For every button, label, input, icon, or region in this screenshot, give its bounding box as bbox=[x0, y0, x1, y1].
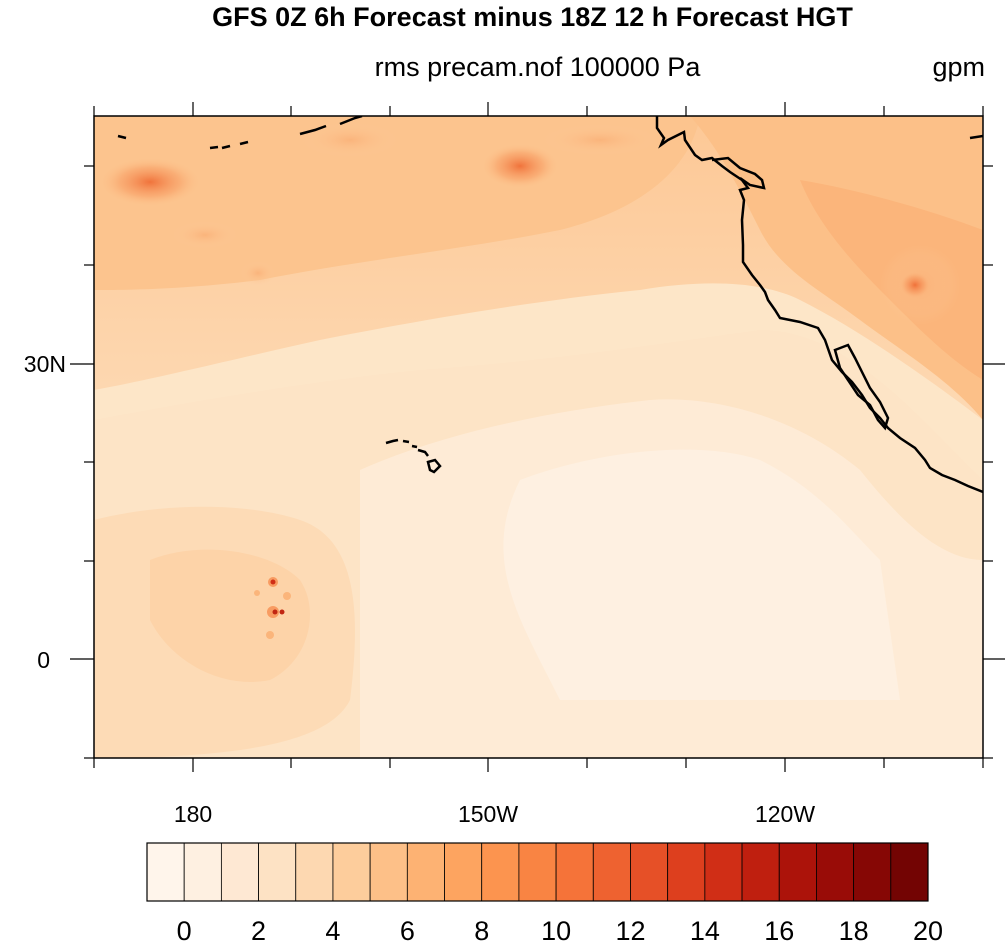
colorbar-swatch bbox=[369, 842, 408, 902]
colorbar-swatch bbox=[741, 842, 780, 902]
lon-label-150w: 150W bbox=[458, 801, 518, 827]
colorbar-swatch bbox=[183, 842, 222, 902]
tick-marks bbox=[70, 102, 1005, 772]
colorbar-swatch bbox=[146, 842, 185, 902]
colorbar-swatch bbox=[518, 842, 557, 902]
colorbar-swatch bbox=[630, 842, 669, 902]
colorbar-label: 10 bbox=[541, 916, 571, 944]
colorbar-swatch bbox=[295, 842, 334, 902]
colorbar-label: 2 bbox=[251, 916, 266, 944]
colorbar-swatch bbox=[890, 842, 929, 902]
colorbar-label: 6 bbox=[400, 916, 415, 944]
colorbar-swatch bbox=[220, 842, 259, 902]
colorbar bbox=[146, 842, 929, 902]
colorbar-swatch bbox=[555, 842, 594, 902]
colorbar-swatch bbox=[667, 842, 706, 902]
lat-label-30n: 30N bbox=[24, 351, 66, 377]
colorbar-label: 18 bbox=[839, 916, 869, 944]
colorbar-labels: 0 2 4 6 8 10 12 14 16 18 20 bbox=[177, 916, 943, 944]
colorbar-swatch bbox=[704, 842, 743, 902]
units-label: gpm bbox=[932, 52, 985, 82]
colorbar-swatch bbox=[853, 842, 892, 902]
colorbar-swatch bbox=[816, 842, 855, 902]
lon-label-120w: 120W bbox=[755, 801, 815, 827]
lat-label-0: 0 bbox=[37, 647, 50, 673]
colorbar-label: 16 bbox=[764, 916, 794, 944]
colorbar-label: 12 bbox=[615, 916, 645, 944]
map-frame bbox=[93, 115, 984, 759]
colorbar-swatch bbox=[444, 842, 483, 902]
colorbar-label: 14 bbox=[690, 916, 720, 944]
map-subtitle: rms precam.nof 100000 Pa bbox=[374, 52, 701, 82]
colorbar-label: 0 bbox=[177, 916, 192, 944]
field-contours bbox=[94, 116, 983, 758]
colorbar-label: 4 bbox=[325, 916, 340, 944]
colorbar-label: 20 bbox=[913, 916, 943, 944]
map-title: GFS 0Z 6h Forecast minus 18Z 12 h Foreca… bbox=[212, 2, 853, 32]
colorbar-label: 8 bbox=[474, 916, 489, 944]
lon-label-180: 180 bbox=[174, 801, 212, 827]
colorbar-outline bbox=[146, 842, 929, 902]
colorbar-swatch bbox=[406, 842, 445, 902]
colorbar-swatch bbox=[778, 842, 817, 902]
colorbar-swatch bbox=[332, 842, 371, 902]
coastlines bbox=[117, 116, 983, 494]
colorbar-swatch bbox=[592, 842, 631, 902]
colorbar-swatch bbox=[258, 842, 297, 902]
colorbar-swatch bbox=[481, 842, 520, 902]
